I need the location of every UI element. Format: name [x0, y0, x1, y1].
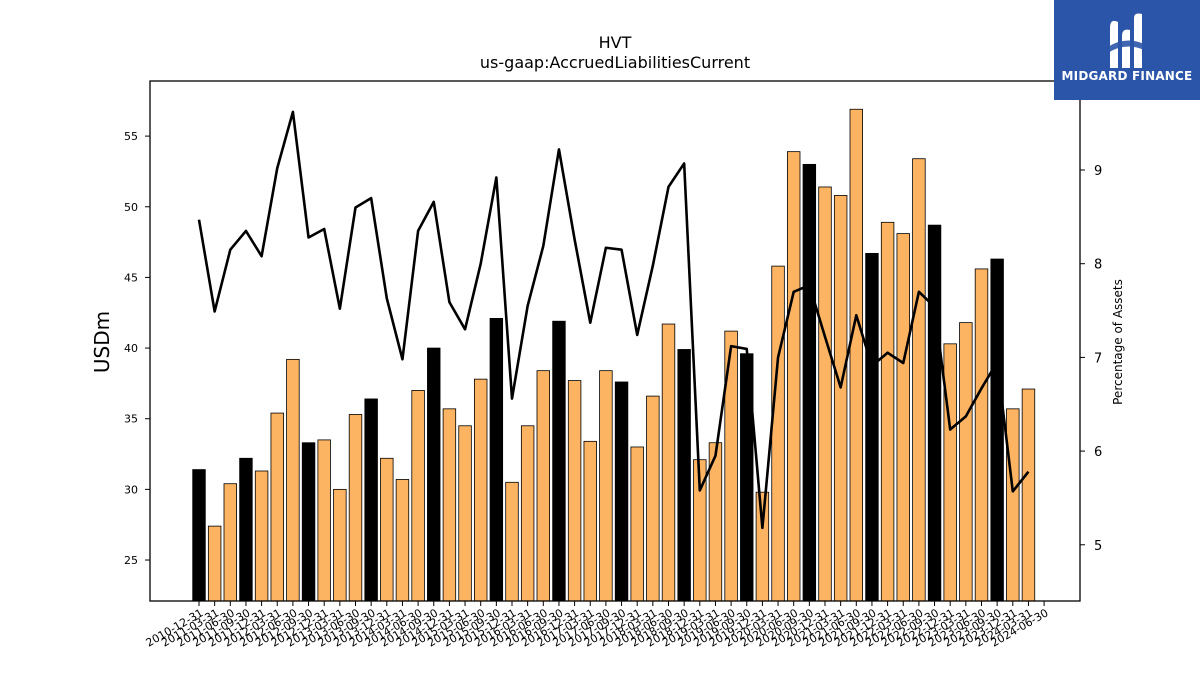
bar-series [192, 108, 1036, 602]
bar [489, 317, 504, 602]
y-tick-label: 45 [124, 271, 138, 284]
bar [536, 370, 551, 602]
bar [473, 378, 488, 602]
bar [1006, 408, 1020, 602]
bar [818, 186, 832, 602]
bar [802, 163, 817, 602]
bar [599, 370, 613, 602]
y-tick-label: 30 [124, 483, 138, 496]
bar [411, 390, 425, 602]
y2-tick-label: 8 [1094, 258, 1102, 273]
y-tick-label: 35 [124, 413, 138, 426]
y-tick-label: 55 [124, 130, 138, 143]
bar [927, 224, 942, 602]
x-axis-ticks: 2010-12-312011-03-312011-06-302011-09-30… [144, 601, 1051, 650]
plot-frame [149, 80, 1081, 602]
bar [896, 233, 910, 602]
bar [505, 481, 519, 602]
bar [520, 425, 535, 602]
bar [661, 323, 676, 602]
y2-axis-ticks: 5 6 7 8 9 [1080, 164, 1102, 554]
bar [207, 525, 222, 602]
bar [974, 268, 989, 602]
y-axis-ticks: 25 30 35 40 45 50 55 [124, 130, 150, 567]
bar [880, 221, 895, 602]
bar [865, 252, 879, 602]
bar [239, 457, 253, 602]
bar [787, 151, 801, 602]
chart-subtitle: us-gaap:AccruedLiabilitiesCurrent [480, 53, 750, 72]
bar [364, 398, 378, 602]
bar [395, 479, 410, 602]
bar [333, 488, 347, 602]
bar [959, 322, 973, 602]
bar [254, 470, 269, 602]
y2-tick-label: 9 [1094, 164, 1102, 179]
bar [270, 412, 284, 602]
y2-tick-label: 5 [1094, 539, 1102, 554]
bar [427, 347, 441, 602]
logo-text: MIDGARD FINANCE [1061, 69, 1193, 83]
bar [552, 320, 566, 602]
bar [771, 265, 785, 602]
bar [442, 408, 457, 602]
bar [1021, 388, 1036, 602]
y2-tick-label: 6 [1094, 445, 1102, 460]
bar [630, 446, 644, 602]
bar [380, 457, 394, 602]
bar [755, 491, 770, 602]
bar [646, 395, 660, 602]
line-series [197, 110, 1030, 530]
y-tick-label: 40 [124, 342, 138, 355]
bar [223, 483, 238, 602]
y2-axis-label: Percentage of Assets [1111, 279, 1125, 405]
bar [567, 380, 582, 602]
bar [849, 108, 864, 602]
brand-logo: MIDGARD FINANCE [1054, 0, 1200, 100]
midgard-logo-icon [1106, 13, 1148, 69]
y-tick-label: 50 [124, 201, 138, 214]
bar [912, 158, 926, 602]
bar [990, 258, 1004, 602]
bar [192, 469, 206, 602]
y-tick-label: 25 [124, 554, 138, 567]
y2-tick-label: 7 [1094, 351, 1102, 366]
chart-title: HVT [599, 33, 632, 52]
bar [583, 440, 597, 602]
bar [943, 343, 957, 602]
bar [677, 349, 691, 602]
y-axis-label: USDm [90, 311, 114, 373]
bar [301, 442, 316, 602]
bar [614, 381, 629, 602]
bar [833, 195, 848, 602]
percentage-line [197, 110, 1030, 530]
bar [317, 439, 331, 602]
bar [286, 358, 300, 602]
bar [348, 414, 363, 602]
bar [458, 425, 472, 602]
